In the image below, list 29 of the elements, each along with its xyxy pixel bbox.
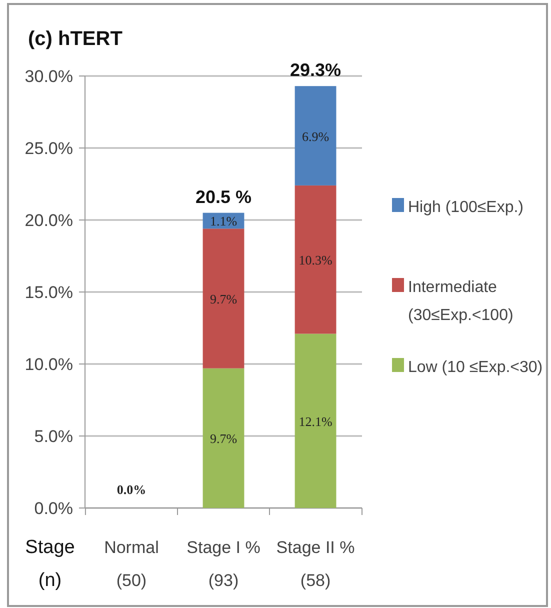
data-label: 9.7% [210,291,238,306]
data-label: 6.9% [302,128,330,144]
y-tick-label: 25.0% [24,139,73,158]
legend-label: Low (10 ≤Exp.<30) [408,359,543,376]
x-tick-label: Normal (50) [104,538,159,590]
y-tick-label: 10.0% [24,355,73,374]
legend-label: Intermediate (30≤Exp.<100) [408,279,514,324]
bar [202,228,244,368]
y-tick-label: 0.0% [34,499,73,518]
data-label: 12.1% [298,414,332,429]
chart-title: (c) hTERT [28,28,122,50]
bar [294,185,336,334]
y-tick-label: 5.0% [34,427,73,446]
x-tick-label: Stage II % (58) [276,538,355,590]
bar [202,368,244,508]
total-label: 29.3% [290,60,342,80]
x-tick-label: Stage I % (93) [186,538,260,590]
legend-label: High (100≤Exp.) [408,199,524,216]
bar [294,86,336,186]
x-axis-title: Stage (n) [25,537,75,591]
data-label: 10.3% [298,252,332,268]
data-label: 0.0% [116,482,146,497]
data-label: 1.1% [210,214,238,229]
y-tick-label: 20.0% [24,211,73,230]
data-label: 9.7% [210,431,238,446]
bar [294,334,336,508]
y-tick-label: 30.0% [24,67,73,86]
y-tick-label: 15.0% [24,283,73,302]
total-label: 20.5 % [195,186,252,207]
